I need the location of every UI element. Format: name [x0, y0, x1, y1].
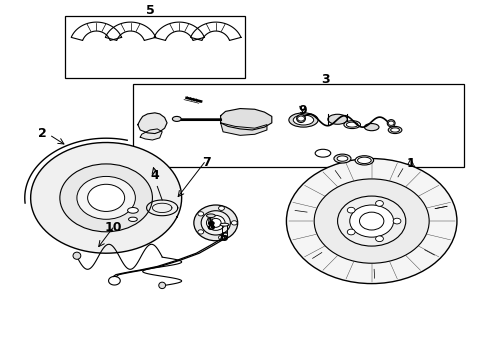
Ellipse shape [73, 252, 81, 259]
Circle shape [360, 212, 384, 230]
Ellipse shape [206, 215, 225, 230]
Ellipse shape [172, 116, 181, 121]
Circle shape [297, 116, 304, 121]
Ellipse shape [159, 282, 166, 289]
Circle shape [314, 179, 429, 263]
Circle shape [350, 205, 393, 237]
Ellipse shape [128, 217, 137, 221]
Polygon shape [105, 22, 156, 40]
Text: 8: 8 [207, 220, 215, 233]
Text: 10: 10 [105, 221, 122, 234]
Circle shape [60, 164, 152, 232]
Circle shape [219, 235, 224, 240]
Circle shape [347, 207, 355, 213]
Text: 7: 7 [202, 156, 210, 169]
Polygon shape [154, 22, 204, 40]
Text: 1: 1 [406, 157, 415, 170]
Ellipse shape [334, 154, 351, 163]
Bar [133, 84, 464, 167]
Circle shape [393, 218, 401, 224]
Circle shape [198, 230, 204, 234]
Bar [65, 16, 245, 78]
Ellipse shape [355, 156, 374, 165]
Ellipse shape [210, 219, 221, 227]
Circle shape [88, 184, 124, 211]
Circle shape [77, 176, 135, 219]
Ellipse shape [358, 157, 371, 163]
Circle shape [376, 201, 383, 206]
Ellipse shape [201, 211, 230, 235]
Text: 2: 2 [38, 127, 47, 140]
Text: 6: 6 [219, 231, 227, 244]
Ellipse shape [337, 156, 348, 161]
Ellipse shape [127, 207, 138, 213]
Ellipse shape [344, 121, 361, 129]
Text: 4: 4 [150, 169, 159, 182]
Text: 5: 5 [146, 4, 154, 17]
Ellipse shape [296, 114, 305, 122]
Ellipse shape [391, 128, 399, 132]
Circle shape [231, 221, 237, 225]
Ellipse shape [387, 120, 395, 127]
Ellipse shape [346, 122, 358, 127]
Circle shape [347, 229, 355, 235]
Circle shape [198, 212, 204, 216]
Polygon shape [140, 129, 162, 140]
Ellipse shape [315, 149, 331, 157]
Polygon shape [220, 109, 272, 130]
Ellipse shape [388, 126, 402, 134]
Circle shape [338, 196, 406, 246]
Polygon shape [138, 113, 167, 134]
Ellipse shape [289, 113, 318, 127]
Circle shape [219, 206, 224, 210]
Circle shape [376, 236, 383, 242]
Circle shape [287, 158, 457, 284]
Polygon shape [71, 22, 122, 40]
Ellipse shape [194, 205, 238, 241]
Ellipse shape [220, 223, 229, 226]
Ellipse shape [328, 114, 347, 124]
Ellipse shape [206, 214, 215, 217]
Text: 9: 9 [298, 104, 307, 117]
Ellipse shape [293, 115, 314, 125]
Ellipse shape [365, 123, 379, 131]
Circle shape [388, 121, 394, 125]
Polygon shape [220, 123, 267, 135]
Ellipse shape [221, 236, 228, 238]
Polygon shape [191, 22, 241, 40]
Circle shape [30, 143, 182, 253]
Text: 3: 3 [321, 73, 330, 86]
